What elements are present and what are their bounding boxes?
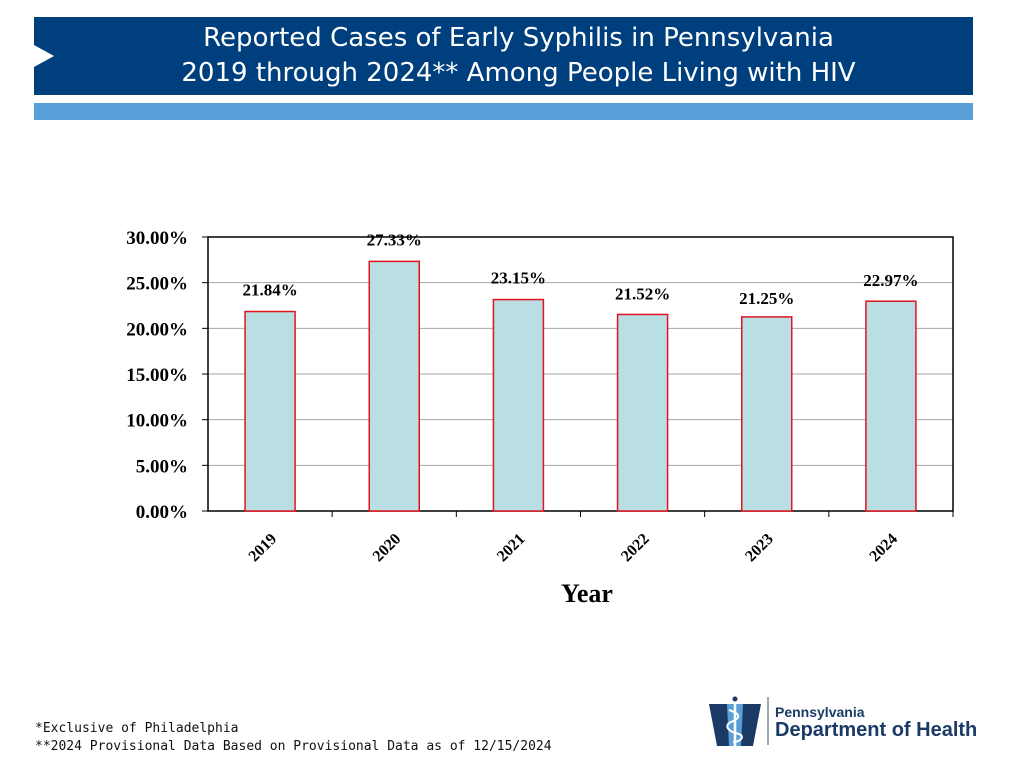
x-tick-label: 2021	[494, 530, 529, 565]
logo-department-name: Department of Health	[775, 719, 978, 741]
data-label: 21.52%	[615, 284, 670, 303]
x-tick-label: 2022	[618, 530, 653, 565]
banner-arrow-icon	[34, 45, 54, 67]
x-tick-label: 2020	[370, 530, 405, 565]
y-tick-label: 25.00%	[126, 274, 188, 295]
data-label: 22.97%	[863, 271, 918, 290]
title-line-1: Reported Cases of Early Syphilis in Penn…	[203, 23, 834, 53]
data-label: 21.84%	[242, 281, 297, 300]
bar-2019	[244, 310, 296, 512]
bar-2024	[865, 300, 917, 512]
bar-2023	[741, 316, 793, 512]
page-title: Reported Cases of Early Syphilis in Penn…	[74, 21, 963, 91]
y-tick-label: 20.00%	[126, 319, 188, 340]
footnotes: *Exclusive of Philadelphia **2024 Provis…	[35, 720, 552, 756]
x-axis-title: Year	[561, 579, 613, 608]
logo-state-name: Pennsylvania	[775, 704, 865, 720]
footnote-2: **2024 Provisional Data Based on Provisi…	[35, 739, 552, 754]
x-tick-label: 2024	[866, 530, 901, 565]
y-tick-label: 15.00%	[126, 365, 188, 386]
accent-bar	[34, 103, 973, 120]
y-tick-label: 5.00%	[136, 456, 188, 477]
footnote-1: *Exclusive of Philadelphia	[35, 721, 239, 736]
y-tick-label: 10.00%	[126, 411, 188, 432]
data-label: 27.33%	[367, 230, 422, 249]
pa-health-logo: Pennsylvania Department of Health	[707, 694, 977, 750]
data-label: 21.25%	[739, 289, 794, 308]
keystone-caduceus-icon	[709, 696, 761, 748]
title-line-2: 2019 through 2024** Among People Living …	[181, 58, 856, 88]
y-tick-label: 0.00%	[136, 502, 188, 523]
bar-2022	[616, 313, 669, 512]
logo-divider	[767, 697, 769, 745]
title-banner: Reported Cases of Early Syphilis in Penn…	[34, 17, 973, 95]
x-tick-label: 2019	[246, 530, 281, 565]
y-tick-label: 30.00%	[126, 228, 188, 249]
x-tick-label: 2023	[742, 530, 777, 565]
bar-2021	[492, 298, 545, 512]
data-label: 23.15%	[491, 269, 546, 288]
bar-2020	[368, 260, 420, 512]
